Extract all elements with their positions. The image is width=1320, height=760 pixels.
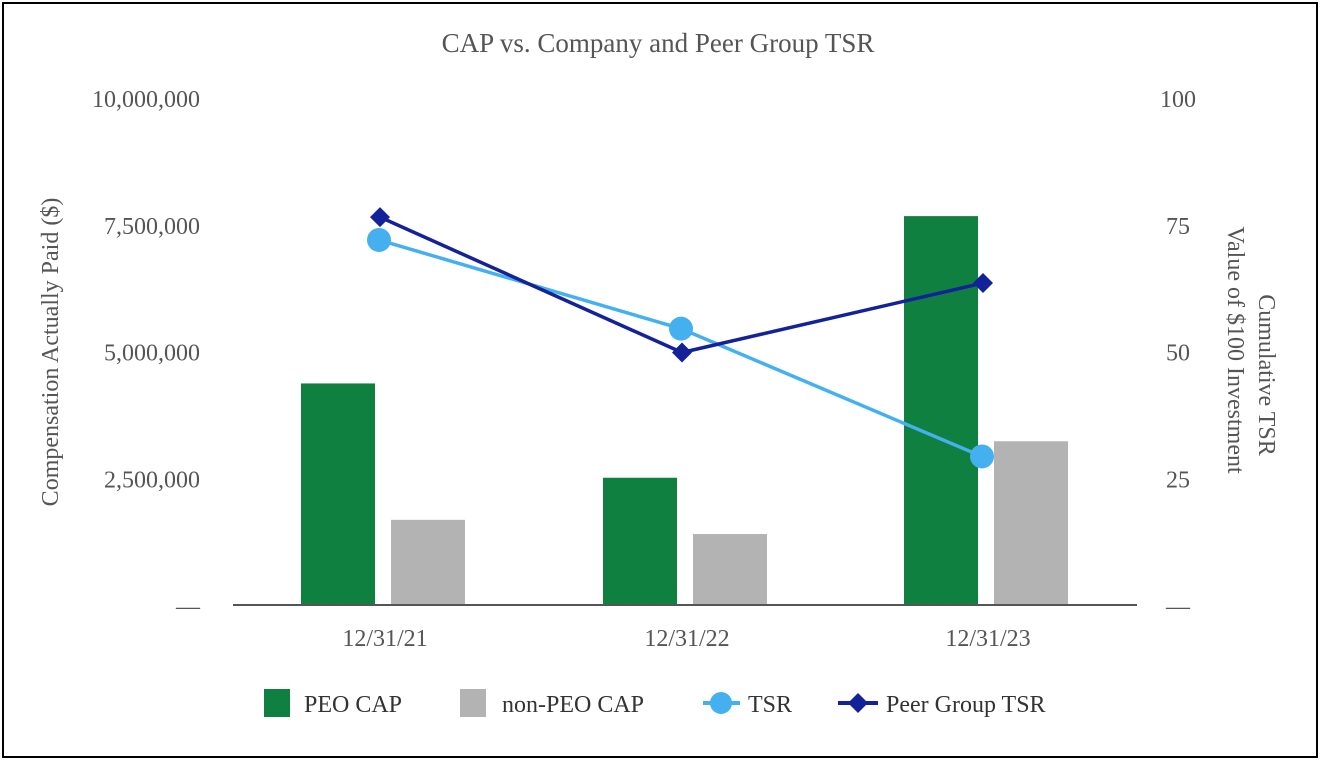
peer-group-tsr-marker [370, 207, 390, 228]
right-tick-label: 75 [1166, 214, 1190, 240]
x-axis-tick-labels: 12/31/21 12/31/22 12/31/23 [342, 626, 1030, 652]
left-tick-label: 5,000,000 [104, 341, 200, 367]
tsr-marker [367, 227, 391, 252]
tsr-marker [669, 316, 693, 341]
bar-non-peo-cap [391, 519, 465, 605]
legend-swatch-peo-cap [264, 689, 290, 717]
legend-label-tsr: TSR [748, 692, 792, 718]
legend-marker-tsr [710, 692, 732, 714]
bar-non-peo-cap [693, 534, 767, 605]
x-tick-label: 12/31/23 [945, 626, 1030, 652]
right-axis-label-line1: Cumulative TSR [1253, 294, 1279, 456]
bars [301, 216, 1068, 606]
bar-peo-cap [904, 216, 978, 606]
tsr-marker [970, 444, 994, 469]
left-axis-label: Compensation Actually Paid ($) [38, 198, 64, 507]
line-series [367, 207, 994, 469]
legend-label-peo-cap: PEO CAP [304, 692, 402, 718]
x-tick-label: 12/31/21 [342, 626, 427, 652]
right-axis-label-line2: Value of $100 Investment [1222, 226, 1248, 474]
peer-group-tsr-marker [672, 342, 692, 363]
right-tick-label: 25 [1166, 467, 1190, 493]
legend-label-non-peo-cap: non-PEO CAP [502, 692, 644, 718]
bar-peo-cap [603, 477, 677, 605]
legend-label-peer-group-tsr: Peer Group TSR [886, 692, 1046, 718]
legend-marker-peer-group-tsr [848, 693, 868, 713]
right-tick-label: — [1165, 594, 1191, 620]
left-tick-label: — [175, 594, 201, 620]
right-axis-ticks: 100 75 50 25 — [1160, 87, 1196, 620]
legend-swatch-non-peo-cap [460, 689, 486, 717]
legend: PEO CAP non-PEO CAP TSR Peer Group TSR [264, 689, 1046, 718]
chart-title: CAP vs. Company and Peer Group TSR [442, 28, 875, 58]
right-tick-label: 100 [1160, 87, 1196, 113]
right-tick-label: 50 [1166, 341, 1190, 367]
peer-group-tsr-marker [973, 273, 993, 294]
left-tick-label: 7,500,000 [104, 214, 200, 240]
left-tick-label: 2,500,000 [104, 467, 200, 493]
x-tick-label: 12/31/22 [644, 626, 729, 652]
left-axis-ticks: 10,000,000 7,500,000 5,000,000 2,500,000 — [92, 87, 201, 620]
bar-peo-cap [301, 383, 375, 605]
bar-non-peo-cap [994, 441, 1068, 605]
left-tick-label: 10,000,000 [92, 87, 200, 113]
